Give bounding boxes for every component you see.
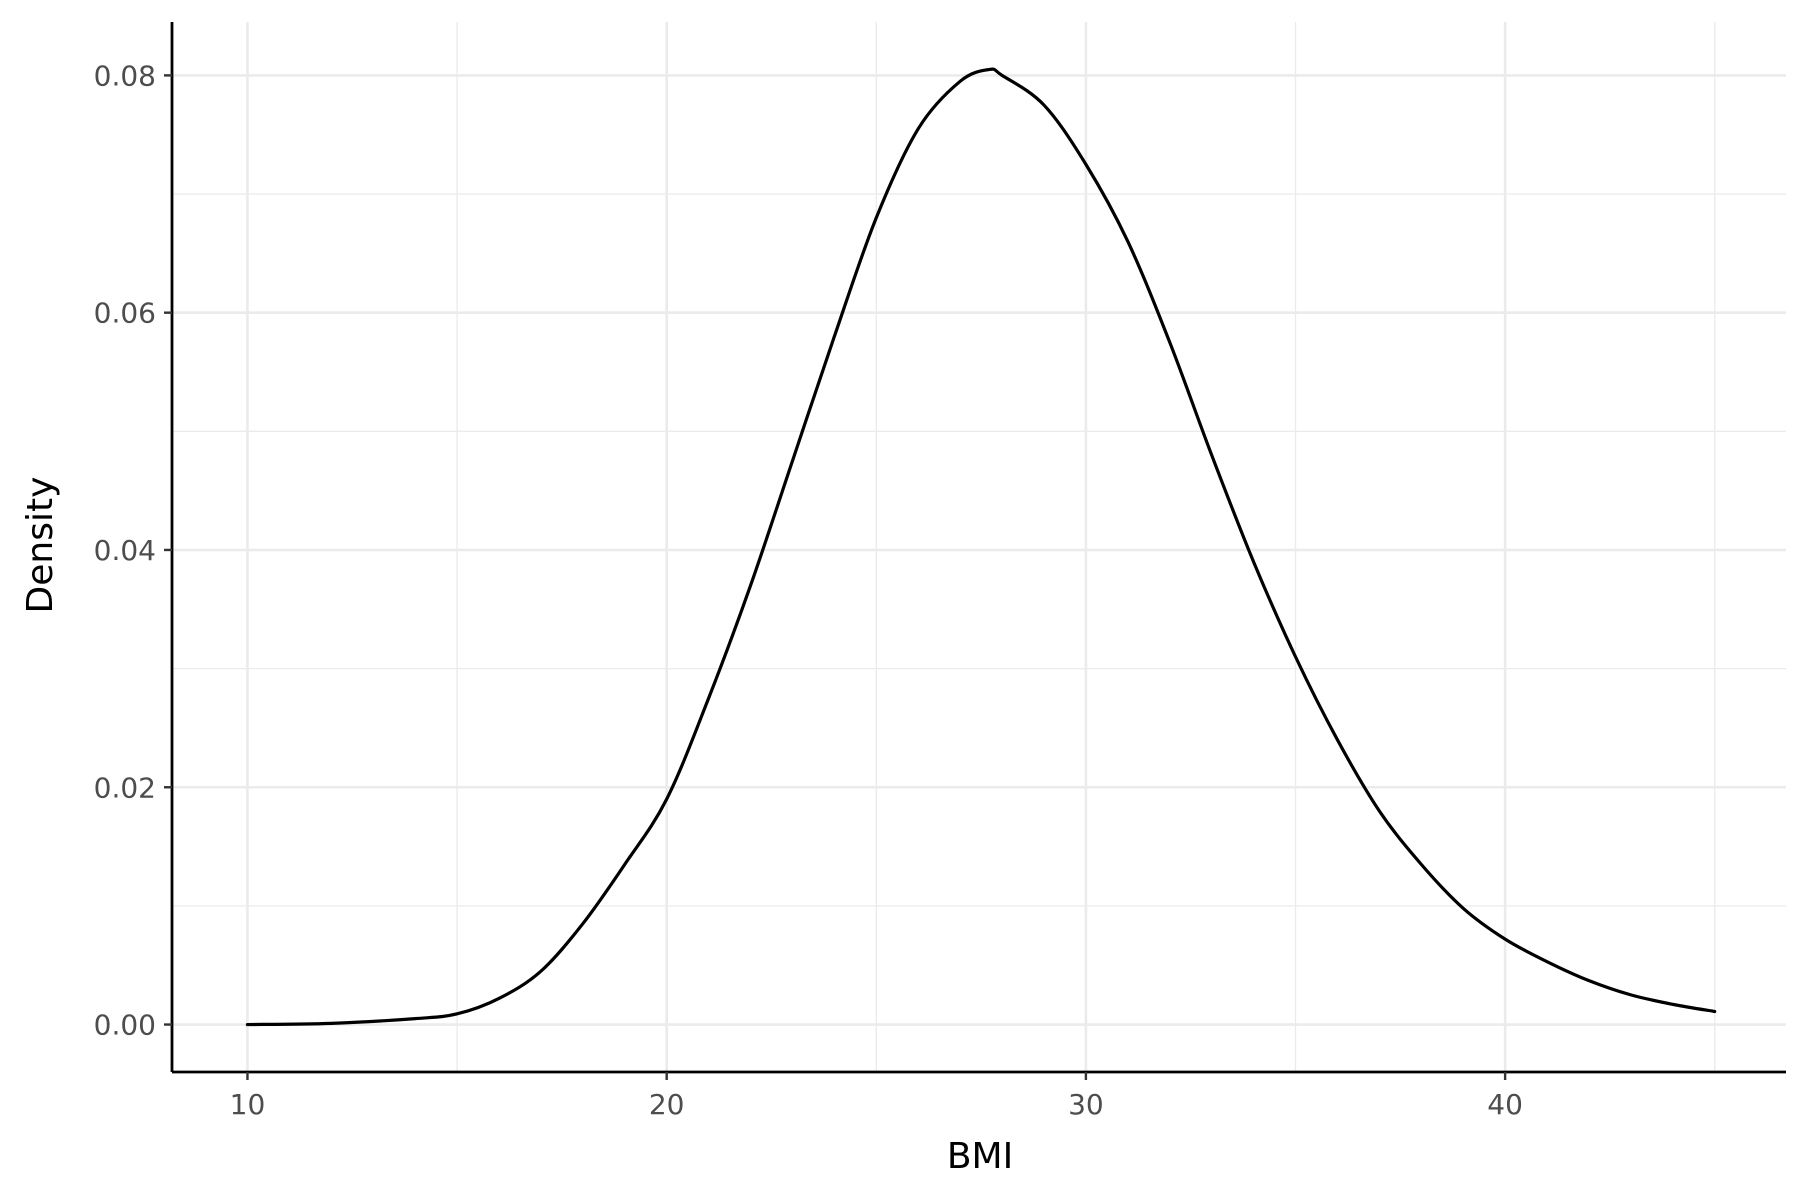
minor-grid bbox=[172, 22, 1786, 1072]
x-axis-title: BMI bbox=[947, 1136, 1013, 1177]
x-tick-label: 10 bbox=[230, 1088, 266, 1121]
y-tick-label: 0.02 bbox=[94, 771, 156, 804]
major-grid bbox=[172, 22, 1786, 1072]
x-tick-label: 20 bbox=[649, 1088, 685, 1121]
y-tick-label: 0.04 bbox=[94, 534, 156, 567]
y-axis-title: Density bbox=[20, 477, 61, 614]
y-tick-label: 0.06 bbox=[94, 297, 156, 330]
x-tick-label: 30 bbox=[1068, 1088, 1104, 1121]
x-axis-ticks: 10 20 30 40 bbox=[230, 1072, 1523, 1121]
y-tick-label: 0.00 bbox=[94, 1009, 156, 1042]
density-curve bbox=[245, 67, 1717, 1027]
x-tick-label: 40 bbox=[1487, 1088, 1523, 1121]
y-tick-label: 0.08 bbox=[94, 59, 156, 92]
y-axis-ticks: 0.00 0.02 0.04 0.06 0.08 bbox=[94, 59, 172, 1042]
